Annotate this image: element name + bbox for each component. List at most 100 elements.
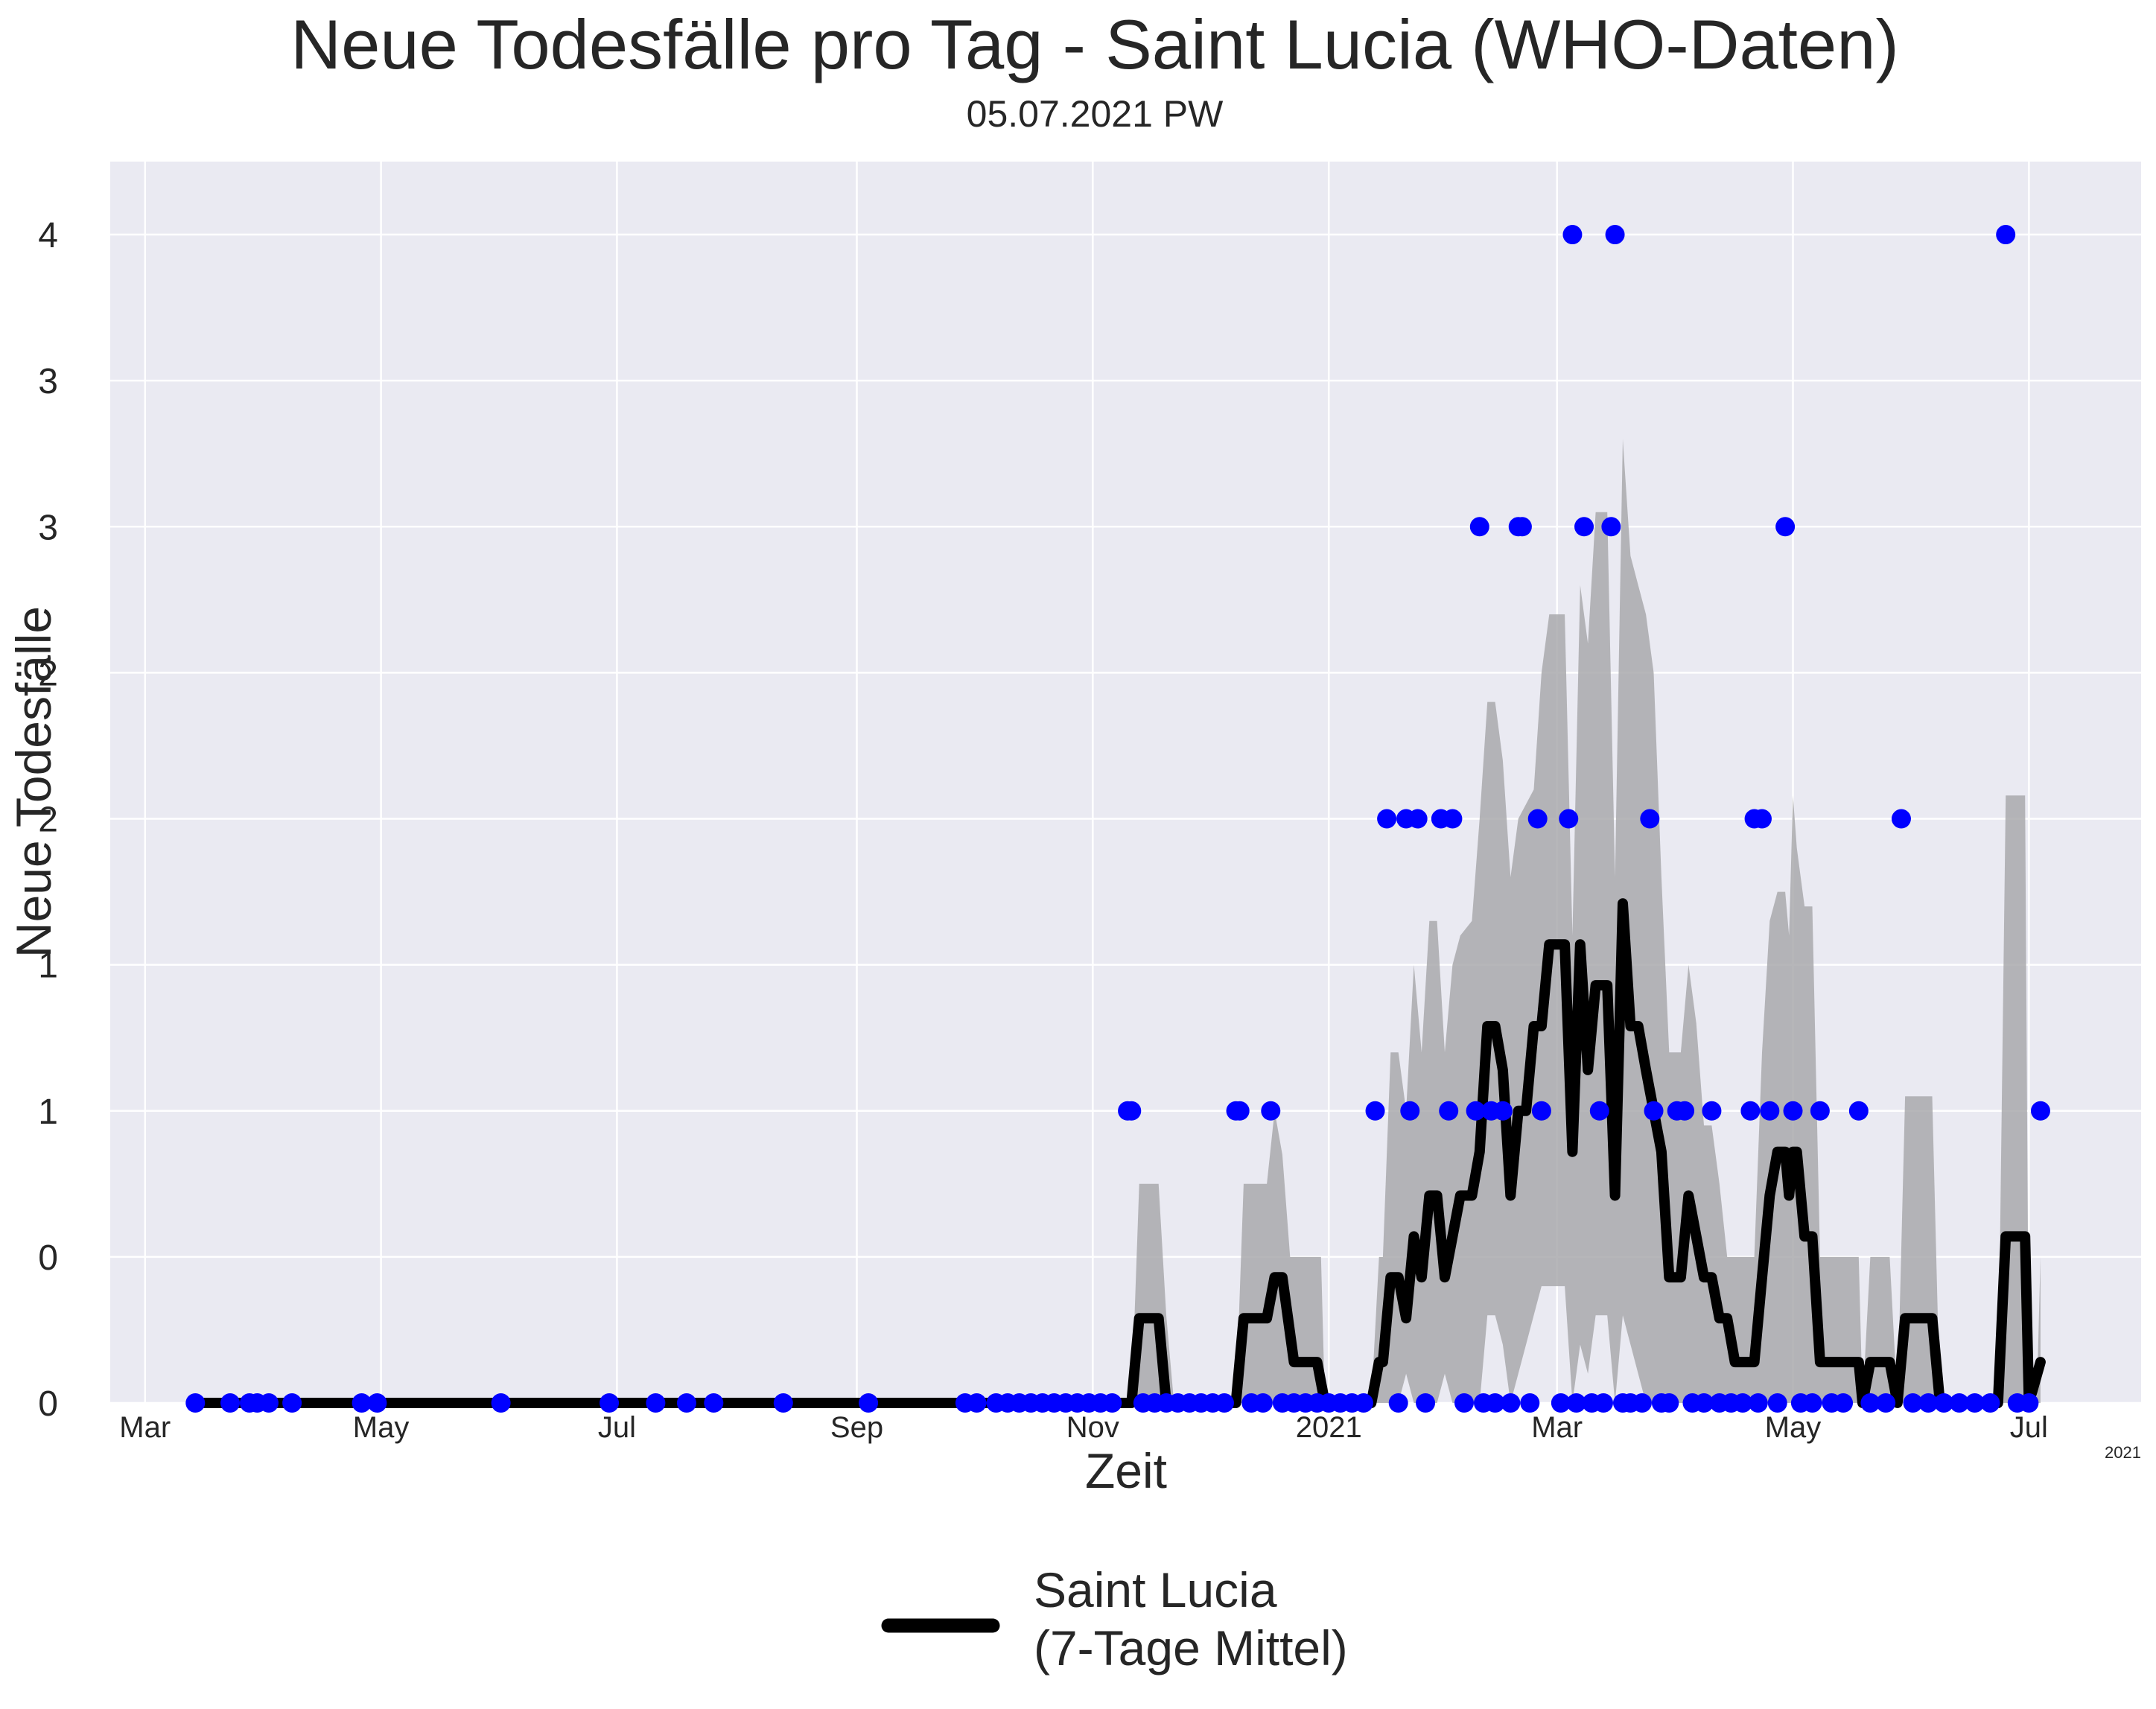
data-point [1702,1101,1722,1121]
data-point [1675,1101,1695,1121]
y-tick-label: 2 [38,654,58,693]
y-tick-label: 1 [38,946,58,986]
data-point [1574,517,1594,537]
data-point [1752,809,1772,829]
data-point [1512,517,1532,537]
data-point [1876,1393,1896,1413]
data-point [1492,1101,1513,1121]
data-point [220,1393,241,1413]
data-point [600,1393,620,1413]
data-point [1659,1393,1679,1413]
data-point [704,1393,724,1413]
range-band [1131,439,2041,1403]
data-point [491,1393,511,1413]
x-axis-offset-label: 2021 [2105,1443,2141,1462]
data-point [1454,1393,1474,1413]
data-point [1551,1393,1571,1413]
legend-label-line-2: (7-Tage Mittel) [1034,1620,1348,1675]
data-point [1980,1393,2000,1413]
x-tick-label: Mar [119,1411,171,1444]
data-point [1965,1393,1985,1413]
x-axis-label: Zeit [1085,1443,1167,1498]
data-point [1760,1101,1780,1121]
data-point [1810,1101,1830,1121]
data-point [1253,1393,1273,1413]
data-point [1501,1393,1521,1413]
data-point [1732,1393,1752,1413]
data-point [1531,1101,1551,1121]
data-point [1559,809,1579,829]
data-point [1834,1393,1854,1413]
data-point [1408,809,1428,829]
data-point [1466,1101,1486,1121]
data-point [1593,1393,1613,1413]
data-point [1469,517,1489,537]
data-point [2030,1101,2050,1121]
x-tick-label: May [1765,1411,1822,1444]
data-point [1485,1393,1505,1413]
data-point [676,1393,696,1413]
x-tick-label: 2021 [1296,1411,1362,1444]
mean-line-path [190,898,2046,1408]
data-point [1214,1393,1234,1413]
data-point [1589,1101,1609,1121]
data-point [1122,1101,1142,1121]
data-point [1860,1393,1880,1413]
data-point [646,1393,666,1413]
data-point [1996,225,2016,245]
data-point [1416,1393,1436,1413]
x-tick-label: Sep [830,1411,883,1444]
data-point [1230,1101,1250,1121]
y-axis-label: Neue Todesfälle [6,606,61,958]
data-point [1767,1393,1787,1413]
data-point [2019,1393,2039,1413]
data-point [1640,809,1660,829]
data-point [1261,1101,1281,1121]
legend-label-line-1: Saint Lucia [1034,1562,1277,1617]
data-point [1802,1393,1822,1413]
data-point [1443,809,1463,829]
data-point [1775,517,1796,537]
data-point [1520,1393,1540,1413]
data-point [367,1393,387,1413]
data-point [1365,1101,1385,1121]
range-band-area [1131,439,2041,1403]
x-tick-label: Jul [2010,1411,2048,1444]
data-point [282,1393,302,1413]
x-tick-label: May [353,1411,410,1444]
y-tick-label: 1 [38,1092,58,1132]
x-tick-label: Jul [598,1411,636,1444]
data-point [859,1393,879,1413]
data-point [1848,1101,1869,1121]
data-point [1632,1393,1652,1413]
y-tick-label: 0 [38,1238,58,1278]
legend-label: Saint Lucia (7-Tage Mittel) [1034,1562,1348,1675]
data-point [1694,1393,1714,1413]
y-tick-label: 3 [38,362,58,401]
data-point [1601,517,1621,537]
data-point [352,1393,372,1413]
y-tick-label: 3 [38,508,58,547]
data-point [1566,1393,1586,1413]
chart-title: Neue Todesfälle pro Tag - Saint Lucia (W… [290,5,1899,83]
data-point [1903,1393,1923,1413]
x-tick-label: Mar [1531,1411,1583,1444]
data-point [258,1393,279,1413]
mean-line [190,898,2046,1408]
data-point [1377,809,1397,829]
data-point [773,1393,793,1413]
data-point [1388,1393,1408,1413]
data-point [1439,1101,1459,1121]
x-tick-labels: Mar May Jul Sep Nov 2021 Mar May Jul [119,1411,2048,1444]
data-point [1934,1393,1954,1413]
data-point [1644,1101,1664,1121]
legend: Saint Lucia (7-Tage Mittel) [881,1562,1348,1675]
data-point [1527,809,1548,829]
data-point [1102,1393,1122,1413]
y-tick-labels: 0 0 1 1 2 2 3 3 4 [38,216,58,1424]
data-point [1918,1393,1939,1413]
data-point [1562,225,1583,245]
data-point [1949,1393,1969,1413]
data-point [185,1393,206,1413]
